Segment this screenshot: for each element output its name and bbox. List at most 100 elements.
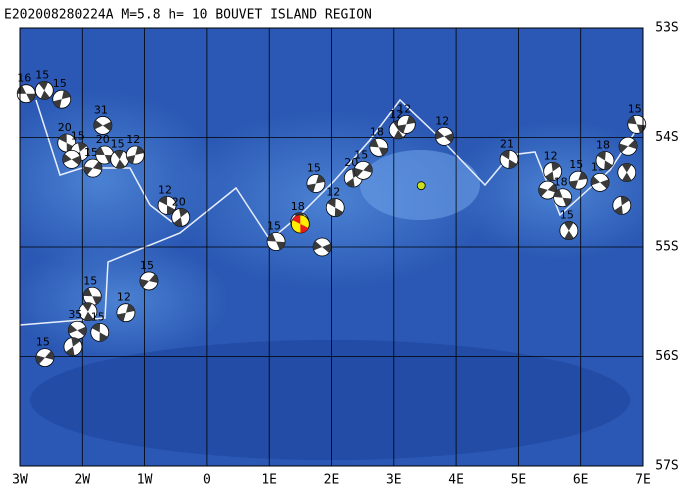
compressional-quadrant [91, 323, 100, 333]
focal-mechanism [62, 149, 82, 169]
compressional-quadrant [620, 196, 630, 206]
compressional-quadrant [501, 150, 510, 160]
depth-label: 15 [35, 68, 49, 81]
lon-label: 6E [573, 473, 589, 488]
compressional-quadrant [40, 90, 50, 100]
other-marker [416, 181, 426, 191]
lon-label: 1E [261, 473, 277, 488]
compressional-quadrant [77, 326, 87, 337]
compressional-quadrant [397, 124, 407, 133]
depth-label: 12 [397, 102, 411, 115]
focal-mechanism [83, 158, 103, 178]
lon-label: 2W [74, 473, 90, 488]
compressional-quadrant [578, 171, 588, 181]
focal-mechanism [16, 84, 36, 104]
depth-label: 12 [158, 183, 172, 196]
depth-label: 18 [596, 138, 610, 151]
depth-label: 15 [140, 259, 154, 272]
compressional-quadrant [562, 197, 572, 207]
depth-label: 15 [36, 336, 50, 349]
compressional-quadrant [622, 163, 632, 173]
compressional-quadrant [114, 150, 124, 160]
focal-mechanism [618, 136, 638, 156]
depth-label: 20 [58, 121, 72, 134]
compressional-quadrant [327, 198, 336, 208]
depth-label: 15 [71, 130, 85, 143]
depth-label: 20 [344, 156, 358, 169]
lat-label: 53S [655, 21, 678, 36]
focal-mechanism [266, 232, 286, 251]
compressional-quadrant [17, 85, 27, 94]
compressional-quadrant [58, 133, 67, 143]
depth-label: 20 [172, 195, 186, 208]
compressional-quadrant [393, 129, 404, 139]
compressional-quadrant [444, 133, 454, 143]
compressional-quadrant [315, 174, 325, 184]
compressional-quadrant [300, 224, 309, 234]
compressional-quadrant [363, 163, 373, 173]
compressional-quadrant [53, 99, 62, 108]
focal-mechanism [595, 151, 615, 170]
depth-label: 15 [84, 146, 98, 159]
compressional-quadrant [117, 312, 126, 322]
lon-label: 3E [386, 473, 402, 488]
compressional-quadrant [553, 189, 563, 198]
focal-mechanism [590, 172, 610, 192]
compressional-quadrant [547, 183, 557, 193]
compressional-quadrant [406, 115, 416, 125]
compressional-quadrant [591, 176, 601, 186]
compressional-quadrant [126, 155, 136, 164]
lon-label: 0 [203, 473, 211, 488]
depth-label: 15 [53, 77, 67, 90]
compressional-quadrant [378, 147, 388, 156]
depth-label: 15 [307, 161, 321, 174]
depth-label: 12 [389, 108, 403, 121]
depth-label: 31 [94, 103, 108, 116]
focal-mechanism [78, 302, 98, 322]
lat-label: 57S [655, 459, 678, 474]
focal-mechanism [52, 89, 72, 109]
compressional-quadrant [292, 215, 301, 225]
compressional-quadrant [545, 171, 554, 181]
depth-label: 15 [83, 274, 97, 287]
depth-label: 12 [126, 133, 140, 146]
depth-label: 12 [435, 114, 449, 127]
focal-mechanism [499, 149, 519, 169]
lon-label: 5E [511, 473, 527, 488]
depth-label: 18 [554, 176, 568, 189]
compressional-quadrant [102, 121, 112, 131]
depth-label: 16 [17, 72, 31, 85]
compressional-quadrant [135, 146, 145, 156]
lon-label: 1W [137, 473, 153, 488]
compressional-quadrant [82, 302, 92, 312]
depth-label: 18 [291, 200, 305, 213]
focal-mechanism [63, 337, 83, 357]
depth-label: 12 [326, 186, 340, 199]
compressional-quadrant [313, 241, 323, 251]
depth-label: 15 [111, 137, 125, 150]
depth-label: 15 [569, 158, 583, 171]
compressional-quadrant [71, 155, 81, 166]
focal-mechanism [538, 180, 558, 200]
focal-mechanism [67, 320, 87, 340]
compressional-quadrant [628, 139, 638, 150]
compressional-quadrant [99, 332, 108, 342]
compressional-quadrant [627, 115, 637, 125]
focal-mechanism [306, 174, 326, 193]
compressional-quadrant [166, 205, 176, 215]
focal-mechanism [568, 170, 588, 190]
compressional-quadrant [62, 153, 72, 164]
focal-mechanism [93, 116, 113, 135]
lon-label: 4E [448, 473, 464, 488]
compressional-quadrant [68, 324, 78, 334]
compressional-quadrant [35, 355, 45, 365]
compressional-quadrant [564, 221, 574, 231]
focal-mechanism [369, 137, 389, 157]
focal-mechanism [110, 149, 130, 169]
compressional-quadrant [322, 243, 332, 253]
compressional-quadrant [44, 350, 54, 360]
compressional-quadrant [159, 196, 168, 206]
compressional-quadrant [61, 90, 71, 100]
compressional-quadrant [26, 93, 36, 102]
compressional-quadrant [597, 151, 606, 161]
